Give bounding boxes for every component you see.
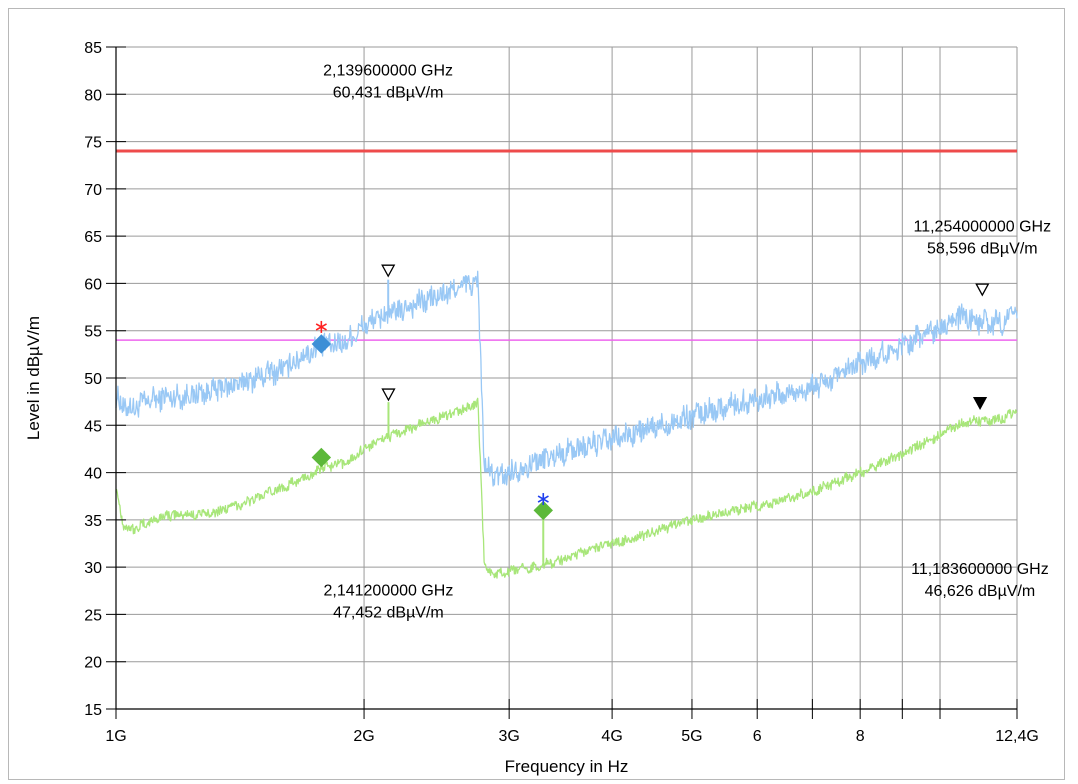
peak-marker-triangle	[972, 396, 988, 410]
annotations: 2,139600000 GHz 60,431 dBµV/m 11,254000000…	[323, 62, 1051, 621]
y-tick-label: 85	[84, 40, 102, 57]
chart-frame: 15 20 25 30 35 40 45 50 55 60 65 70 75 80 85 1G 2G 3G 4G 5G…	[8, 8, 1065, 780]
series-trace	[115, 270, 1018, 487]
emi-spectrum-chart: 15 20 25 30 35 40 45 50 55 60 65 70 75 80 85 1G 2G 3G 4G 5G…	[24, 40, 1051, 776]
data-traces	[115, 270, 1018, 579]
marker-diamond	[311, 447, 332, 468]
marker-diamond	[533, 500, 553, 521]
x-tick-label: 3G	[498, 728, 519, 745]
axes: 15 20 25 30 35 40 45 50 55 60 65 70 75 80 85 1G 2G 3G 4G 5G…	[24, 40, 1039, 776]
peak-marker-triangle	[975, 283, 990, 297]
x-tick-label: 2G	[353, 728, 374, 745]
y-tick-label: 65	[84, 229, 102, 246]
y-tick-label: 75	[84, 135, 102, 152]
series-trace	[115, 397, 1018, 579]
x-tick-label: 6	[753, 728, 762, 745]
y-tick-label: 45	[84, 418, 102, 435]
marker-annotation-text: 46,626 dBµV/m	[925, 583, 1036, 600]
marker-annotation-text: 47,452 dBµV/m	[333, 605, 444, 622]
marker-annotation-text: 2,139600000 GHz	[323, 62, 453, 79]
marker-annotation-text: 11,183600000 GHz	[911, 561, 1049, 578]
x-axis-title: Frequency in Hz	[505, 757, 629, 776]
x-tick-label: 12,4G	[995, 728, 1039, 745]
x-tick-label: 1G	[105, 728, 126, 745]
y-tick-label: 20	[84, 655, 102, 672]
marker-diamond	[311, 334, 332, 354]
y-tick-label: 70	[84, 182, 102, 199]
marker-annotation-text: 11,254000000 GHz	[913, 218, 1051, 235]
y-tick-label: 30	[84, 560, 102, 577]
marker-annotation-text: 2,141200000 GHz	[323, 583, 453, 600]
y-tick-label: 25	[84, 607, 102, 624]
marker-annotation-text: 58,596 dBµV/m	[927, 240, 1038, 257]
y-tick-label: 35	[84, 513, 102, 530]
peak-marker-triangle	[381, 264, 396, 278]
limit-lines	[116, 149, 1017, 341]
y-tick-label: 40	[84, 466, 102, 483]
marker-asterisk	[315, 323, 327, 331]
marker-annotation-text: 60,431 dBµV/m	[333, 84, 444, 101]
x-tick-label: 8	[856, 728, 865, 745]
grid-lines	[115, 46, 1018, 710]
markers	[311, 264, 990, 521]
y-tick-label: 50	[84, 371, 102, 388]
peak-marker-triangle	[381, 388, 396, 402]
x-tick-label: 5G	[681, 728, 702, 745]
y-tick-label: 60	[84, 276, 102, 293]
marker-asterisk	[537, 495, 549, 503]
y-tick-label: 15	[84, 702, 102, 719]
x-tick-label: 4G	[601, 728, 622, 745]
y-tick-label: 55	[84, 324, 102, 341]
y-tick-label: 80	[84, 87, 102, 104]
y-axis-title: Level in dBµV/m	[24, 316, 43, 440]
